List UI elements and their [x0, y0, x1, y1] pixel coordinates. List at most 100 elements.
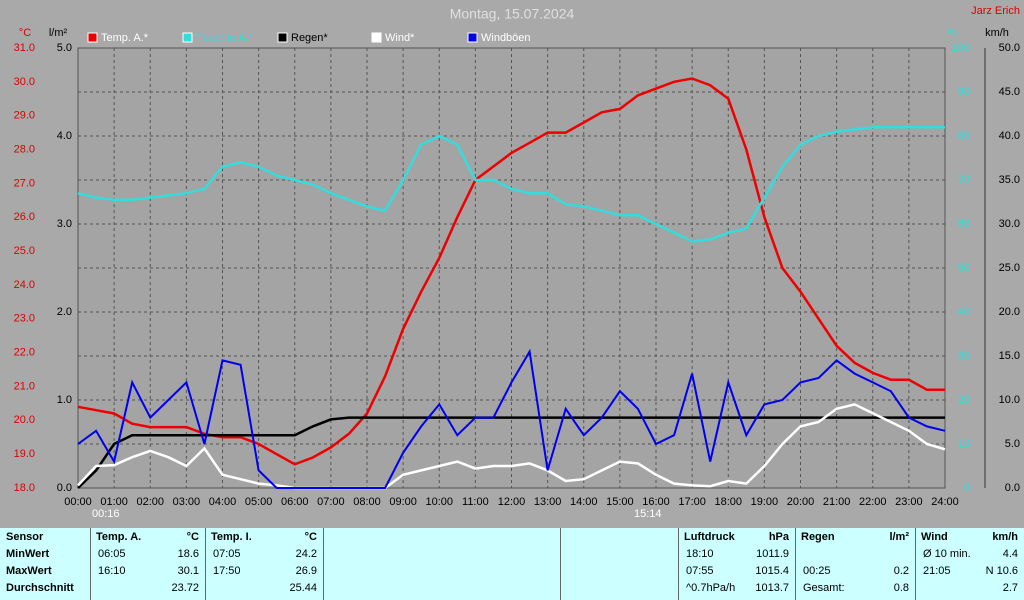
x-tick-label: 15:00 — [606, 496, 634, 508]
axis-unit: km/h — [985, 27, 1009, 39]
y-tick-label: 50 — [958, 262, 970, 274]
x-tick-label: 17:00 — [678, 496, 706, 508]
y-tick-label: 30.0 — [999, 218, 1020, 230]
cell-time: 17:50 — [213, 565, 241, 577]
legend-swatch — [371, 32, 382, 43]
cell-value: 26.9 — [295, 565, 317, 577]
y-tick-label: 40.0 — [999, 130, 1020, 142]
y-tick-label: 25.0 — [14, 245, 35, 257]
row-label: Sensor — [6, 531, 44, 543]
x-tick-label: 24:00 — [931, 496, 959, 508]
x-tick-label: 02:00 — [136, 496, 164, 508]
cell-value: 23.72 — [171, 582, 199, 594]
cell-time: 06:05 — [98, 548, 126, 560]
axis-unit: l/m² — [49, 27, 68, 39]
x-tick-label: 00:00 — [64, 496, 92, 508]
y-tick-label: 50.0 — [999, 42, 1020, 54]
x-tick-label: 14:00 — [570, 496, 598, 508]
legend-swatch — [277, 32, 288, 43]
x-tick-label: 23:00 — [895, 496, 923, 508]
column-unit: km/h — [992, 531, 1018, 543]
x-tick-label: 10:00 — [425, 496, 453, 508]
cell-value: 1011.9 — [756, 548, 789, 560]
x-tick-label: 08:00 — [353, 496, 381, 508]
cell-value: 1015.4 — [755, 565, 789, 577]
column-border — [795, 528, 796, 600]
x-tick-label: 06:00 — [281, 496, 309, 508]
y-tick-label: 70 — [958, 174, 970, 186]
x-tick-label: 12:00 — [498, 496, 526, 508]
legend-swatch — [87, 32, 98, 43]
series-line — [77, 125, 945, 243]
cell-value: 18.6 — [177, 548, 199, 560]
column-unit: hPa — [768, 531, 789, 543]
column-border — [323, 528, 324, 600]
row-label: MaxWert — [6, 565, 52, 577]
owner: Jarz Erich — [971, 5, 1020, 17]
annotation: 00:16 — [92, 508, 120, 520]
x-tick-label: 09:00 — [389, 496, 417, 508]
x-tick-label: 03:00 — [173, 496, 201, 508]
series-line — [77, 77, 945, 466]
y-tick-label: 0.0 — [57, 482, 72, 494]
y-tick-label: 21.0 — [14, 380, 35, 392]
series-line — [77, 416, 945, 489]
y-tick-label: 4.0 — [57, 130, 72, 142]
y-tick-label: 24.0 — [14, 279, 35, 291]
y-tick-label: 2.0 — [57, 306, 72, 318]
axis-unit: °C — [19, 27, 31, 39]
y-tick-label: 80 — [958, 130, 970, 142]
y-tick-label: 22.0 — [14, 347, 35, 359]
y-tick-label: 60 — [958, 218, 970, 230]
y-tick-label: 30.0 — [14, 76, 35, 88]
x-tick-label: 11:00 — [462, 496, 489, 508]
y-tick-label: 0 — [964, 482, 970, 494]
cell-value: 25.44 — [289, 582, 317, 594]
legend-label: Windböen — [481, 32, 531, 44]
x-tick-label: 16:00 — [642, 496, 670, 508]
y-tick-label: 18.0 — [14, 482, 35, 494]
y-tick-label: 1.0 — [57, 394, 72, 406]
legend-swatch — [182, 32, 193, 43]
x-tick-label: 21:00 — [823, 496, 851, 508]
y-tick-label: 45.0 — [999, 86, 1020, 98]
legend-swatch — [467, 32, 478, 43]
column-unit: °C — [304, 531, 317, 543]
column-header: Luftdruck — [684, 531, 735, 543]
y-tick-label: 25.0 — [999, 262, 1020, 274]
x-tick-label: 20:00 — [787, 496, 815, 508]
row-label: Durchschnitt — [6, 582, 74, 594]
cell-value: 4.4 — [1002, 548, 1018, 560]
column-border — [560, 528, 561, 600]
cell-time: 00:25 — [803, 565, 831, 577]
legend-label: Temp. A.* — [101, 32, 149, 44]
y-tick-label: 90 — [958, 86, 970, 98]
y-tick-label: 28.0 — [14, 143, 35, 155]
y-tick-label: 19.0 — [14, 448, 35, 460]
x-tick-label: 05:00 — [245, 496, 273, 508]
x-tick-label: 19:00 — [751, 496, 779, 508]
y-tick-label: 29.0 — [14, 110, 35, 122]
y-tick-label: 5.0 — [57, 42, 72, 54]
series-line — [77, 348, 946, 489]
x-tick-label: 07:00 — [317, 496, 345, 508]
column-border — [90, 528, 91, 600]
column-header: Wind — [921, 531, 948, 543]
legend-label: Regen* — [291, 32, 328, 44]
y-tick-label: 30 — [958, 350, 970, 362]
column-header: Temp. A. — [96, 531, 142, 543]
chart: Montag, 15.07.2024 Jarz Erich °C l/m² % … — [14, 5, 1020, 520]
summary-table: Sensor MinWert MaxWert Durchschnitt Temp. A.… — [0, 528, 1024, 600]
cell-time: 16:10 — [98, 565, 126, 577]
cell-value: 0.2 — [893, 565, 909, 577]
chart-title: Montag, 15.07.2024 — [450, 6, 575, 22]
column-border — [678, 528, 679, 600]
cell-value: 1013.7 — [755, 582, 789, 594]
cell-value: 24.2 — [295, 548, 317, 560]
x-tick-label: 18:00 — [714, 496, 742, 508]
y-tick-label: 0.0 — [1005, 482, 1020, 494]
cell-time: 18:10 — [686, 548, 714, 560]
y-tick-label: 3.0 — [57, 218, 72, 230]
axis-unit: % — [947, 27, 957, 39]
